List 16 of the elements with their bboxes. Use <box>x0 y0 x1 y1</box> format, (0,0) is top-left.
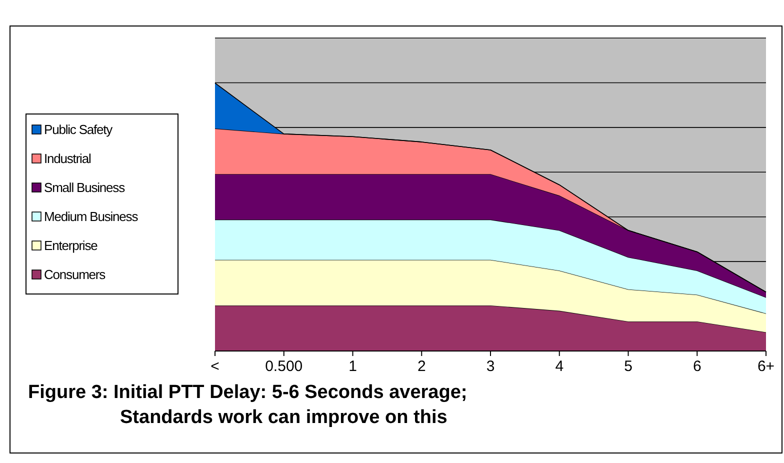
text: Figure 3: Initial PTT Delay: 5-6 Seconds average; Standards work can improve on this <box>28 382 468 428</box>
x-tick-label: 4 <box>555 358 564 375</box>
x-tick-label: < <box>210 358 220 375</box>
x-tick-label: 2 <box>417 358 426 375</box>
legend-label: Medium Business <box>44 209 139 224</box>
legend-label: Enterprise <box>44 238 98 253</box>
legend-label: Public Safety <box>44 122 114 137</box>
legend-label: Consumers <box>44 267 106 282</box>
x-tick-label: 3 <box>486 358 495 375</box>
x-tick-label: 6+ <box>757 358 775 375</box>
legend-label: Industrial <box>44 151 92 166</box>
x-tick-label: 0.500 <box>265 358 303 375</box>
x-tick-label: 6 <box>692 358 702 375</box>
legend-label: Small Business <box>44 180 126 195</box>
x-tick-label: 1 <box>348 358 357 375</box>
x-tick-label: 5 <box>624 358 632 375</box>
